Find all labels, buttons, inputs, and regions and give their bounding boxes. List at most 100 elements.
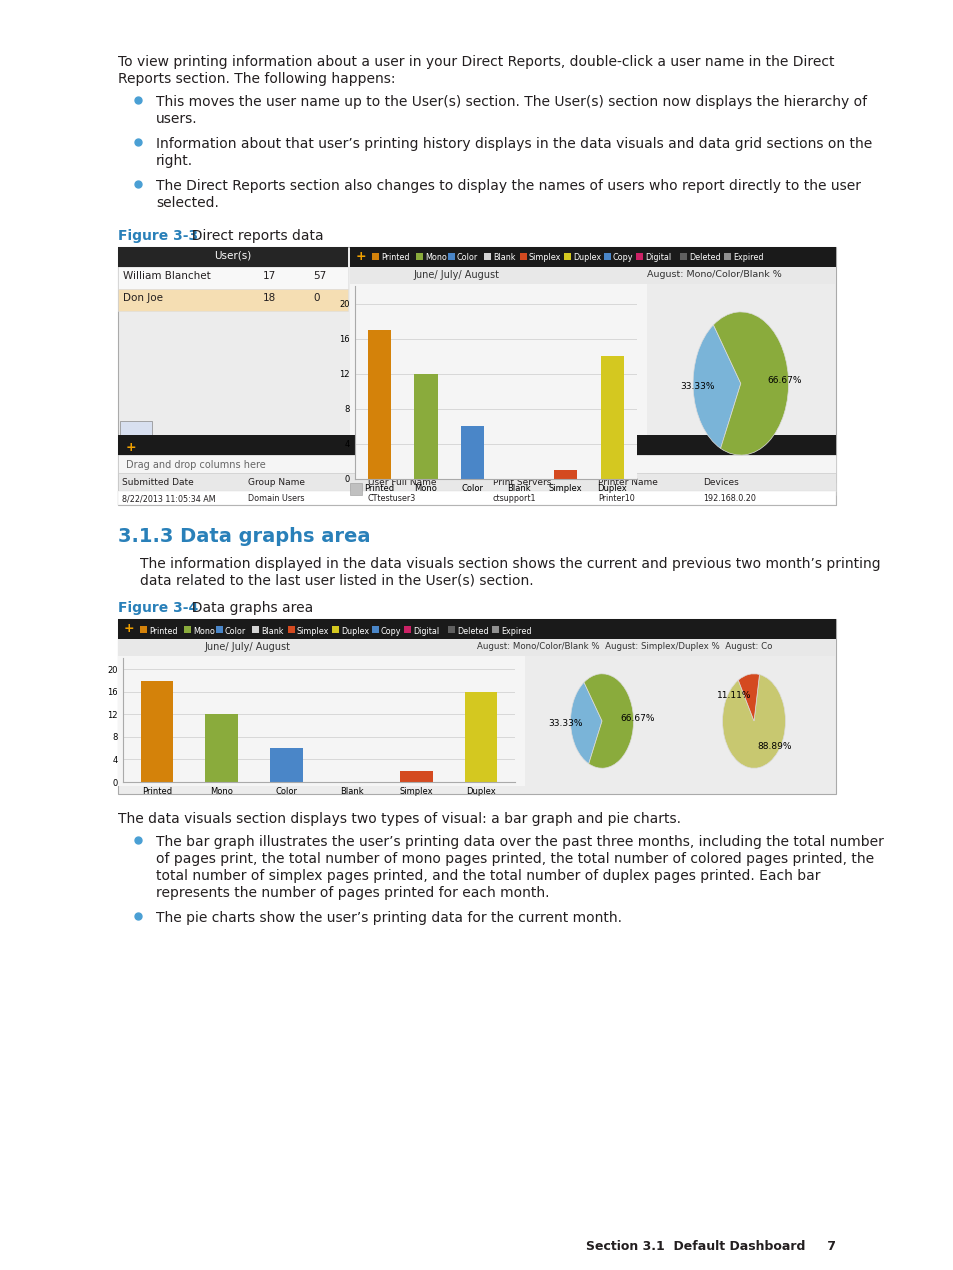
Bar	[332, 626, 338, 632]
Wedge shape	[721, 674, 784, 768]
Text: Digital: Digital	[644, 253, 670, 262]
Text: Printed: Printed	[149, 627, 177, 636]
Bar	[367, 330, 391, 479]
Bar	[270, 748, 302, 782]
Text: Figure 3-3: Figure 3-3	[118, 229, 198, 243]
Text: This moves the user name up to the User(s) section. The User(s) section now disp: This moves the user name up to the User(…	[156, 95, 866, 109]
Text: Copy: Copy	[613, 253, 633, 262]
Bar	[118, 436, 835, 455]
Bar	[519, 253, 526, 260]
Text: Devices: Devices	[702, 478, 738, 486]
Bar	[448, 626, 455, 632]
Text: Information about that user’s printing history displays in the data visuals and : Information about that user’s printing h…	[156, 137, 871, 151]
Bar	[350, 483, 361, 495]
Bar	[118, 491, 835, 505]
Bar	[554, 470, 577, 479]
Bar	[215, 626, 223, 632]
Bar	[372, 626, 378, 632]
Bar	[600, 356, 623, 479]
Bar	[118, 618, 835, 794]
Text: Color: Color	[225, 627, 246, 636]
Bar	[679, 253, 686, 260]
Text: CTtestuser3: CTtestuser3	[368, 494, 416, 503]
Text: Digital: Digital	[413, 627, 438, 636]
Text: +: +	[124, 622, 134, 635]
Bar	[492, 626, 498, 632]
Text: +: +	[126, 441, 136, 453]
Text: Blank: Blank	[493, 253, 515, 262]
Text: August: August	[458, 441, 495, 451]
Text: User Full Name: User Full Name	[368, 478, 436, 486]
Bar	[460, 427, 483, 479]
Text: 88.89%: 88.89%	[757, 742, 791, 751]
Text: 192.168.0.20: 192.168.0.20	[702, 494, 755, 503]
Text: +: +	[355, 250, 366, 263]
Text: Printer Name: Printer Name	[598, 478, 658, 486]
Text: selected.: selected.	[156, 196, 218, 210]
Bar	[350, 284, 646, 483]
Bar	[448, 253, 455, 260]
Bar	[483, 253, 491, 260]
Text: Figure 3-4: Figure 3-4	[118, 601, 198, 615]
Bar	[350, 267, 835, 284]
Bar	[288, 626, 294, 632]
Text: Simplex: Simplex	[529, 253, 560, 262]
Bar	[603, 253, 610, 260]
Text: August: Mono/Color/Blank %  August: Simplex/Duplex %  August: Co: August: Mono/Color/Blank % August: Simpl…	[476, 643, 772, 652]
Text: The bar graph illustrates the user’s printing data over the past three months, i: The bar graph illustrates the user’s pri…	[156, 834, 882, 850]
Text: Mono: Mono	[193, 627, 214, 636]
Text: 17: 17	[263, 271, 276, 281]
Text: Duplex: Duplex	[573, 253, 600, 262]
Text: Simplex: Simplex	[296, 627, 329, 636]
Text: The data visuals section displays two types of visual: a bar graph and pie chart: The data visuals section displays two ty…	[118, 812, 680, 826]
Text: Direct reports data: Direct reports data	[183, 229, 323, 243]
Text: 0: 0	[313, 293, 319, 304]
Text: Copy: Copy	[380, 627, 401, 636]
Text: 8/22/2013 11:05:34 AM: 8/22/2013 11:05:34 AM	[122, 494, 215, 503]
Wedge shape	[692, 325, 740, 448]
Wedge shape	[738, 674, 759, 721]
Text: 33.33%: 33.33%	[679, 382, 714, 391]
Text: To view printing information about a user in your Direct Reports, double-click a: To view printing information about a use…	[118, 55, 834, 69]
Bar	[563, 253, 571, 260]
Text: total number of simplex pages printed, and the total number of duplex pages prin: total number of simplex pages printed, a…	[156, 869, 820, 883]
Text: Mono: Mono	[424, 253, 446, 262]
Text: right.: right.	[156, 154, 193, 168]
Text: Reports section. The following happens:: Reports section. The following happens:	[118, 72, 395, 86]
Text: The information displayed in the data visuals section shows the current and prev: The information displayed in the data vi…	[140, 558, 880, 572]
Text: 18: 18	[263, 293, 276, 304]
Bar	[118, 639, 835, 657]
Text: Expired: Expired	[500, 627, 531, 636]
Text: data related to the last user listed in the User(s) section.: data related to the last user listed in …	[140, 574, 533, 588]
Text: Drag and drop columns here: Drag and drop columns here	[126, 460, 266, 470]
Text: users.: users.	[156, 112, 197, 126]
Text: User(s): User(s)	[214, 250, 252, 260]
Text: Submitted Date: Submitted Date	[122, 478, 193, 486]
Text: of pages print, the total number of mono pages printed, the total number of colo: of pages print, the total number of mono…	[156, 852, 873, 866]
Bar	[372, 253, 378, 260]
Text: Group Name: Group Name	[248, 478, 305, 486]
Bar	[723, 253, 730, 260]
Text: Duplex: Duplex	[340, 627, 369, 636]
Bar	[118, 290, 348, 311]
Bar	[118, 472, 835, 491]
Bar	[118, 246, 348, 267]
Text: Domain Users: Domain Users	[248, 494, 304, 503]
Text: August: Mono/Color/Blank %: August: Mono/Color/Blank %	[646, 271, 781, 279]
Bar	[118, 455, 835, 472]
Bar	[140, 681, 172, 782]
Bar	[350, 246, 835, 267]
Text: The pie charts show the user’s printing data for the current month.: The pie charts show the user’s printing …	[156, 911, 621, 925]
Bar	[416, 253, 422, 260]
Bar	[414, 373, 437, 479]
Wedge shape	[583, 674, 633, 768]
Bar	[140, 626, 147, 632]
Text: The Direct Reports section also changes to display the names of users who report: The Direct Reports section also changes …	[156, 179, 861, 193]
Text: 66.67%: 66.67%	[766, 376, 801, 385]
Text: 33.33%: 33.33%	[548, 719, 582, 728]
Text: represents the number of pages printed for each month.: represents the number of pages printed f…	[156, 886, 549, 900]
Bar	[350, 483, 835, 495]
Text: 66.67%: 66.67%	[620, 714, 655, 723]
Text: 11.11%: 11.11%	[716, 691, 750, 700]
Text: Printer10: Printer10	[598, 494, 634, 503]
